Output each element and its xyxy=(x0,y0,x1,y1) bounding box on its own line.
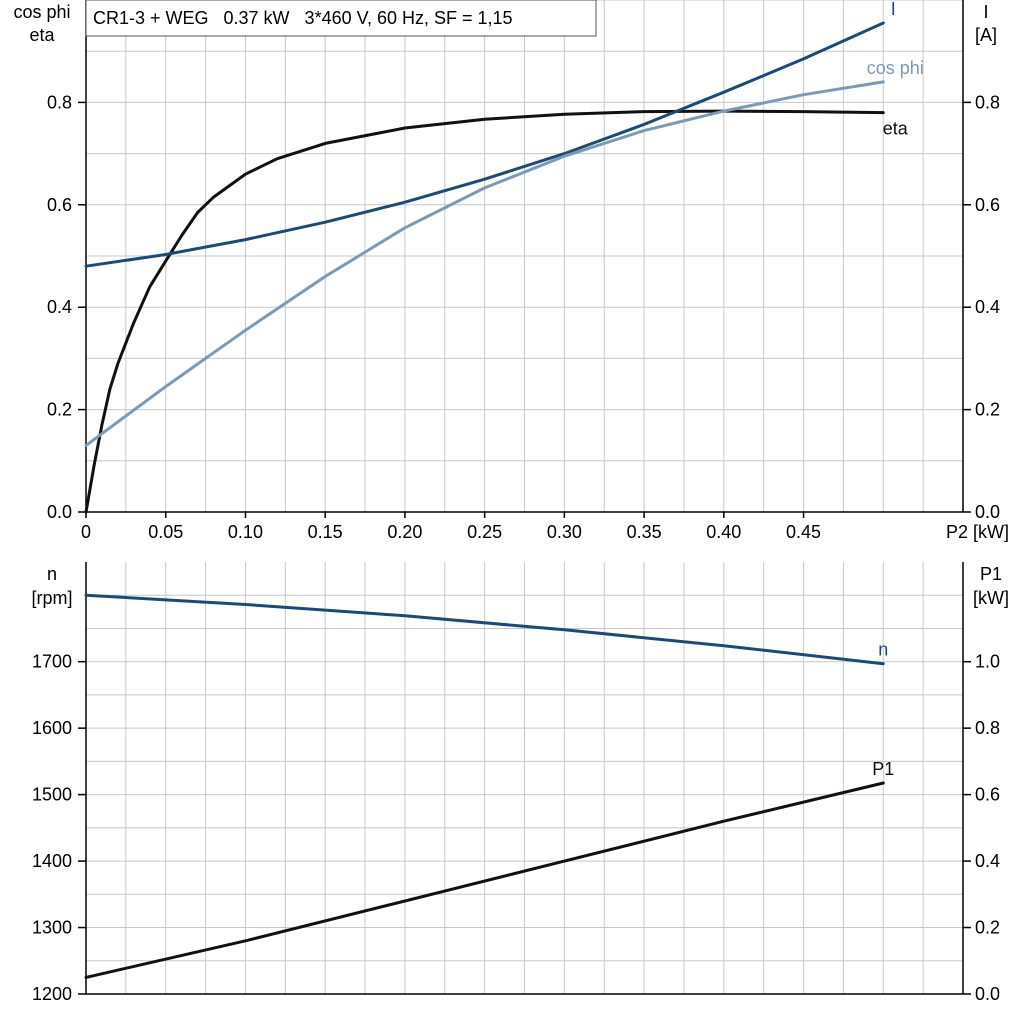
y-axis-label-left-line2: eta xyxy=(29,25,55,45)
y-tick-label-right: 0.2 xyxy=(975,918,1000,938)
x-tick-label: 0.35 xyxy=(627,522,662,542)
y-axis-label-right-line2: [A] xyxy=(975,25,997,45)
y-tick-label-left: 0.4 xyxy=(47,297,72,317)
y-axis-label-right-line1: P1 xyxy=(980,564,1002,584)
y-tick-label-left: 1600 xyxy=(32,718,72,738)
y-tick-label-left: 1700 xyxy=(32,652,72,672)
y-tick-label-right: 0.0 xyxy=(975,502,1000,522)
series-label-n: n xyxy=(878,640,888,660)
y-tick-label-right: 0.4 xyxy=(975,297,1000,317)
x-tick-label: 0.05 xyxy=(148,522,183,542)
series-line-i xyxy=(84,21,885,268)
y-tick-label-right: 1.0 xyxy=(975,652,1000,672)
series-label-P1: P1 xyxy=(872,759,894,779)
title-box: CR1-3 + WEG 0.37 kW 3*460 V, 60 Hz, SF =… xyxy=(85,0,597,37)
y-tick-label-left: 0.0 xyxy=(47,502,72,522)
top-chart-panel: 0 0.05 0.10 0.15 0.20 0.25 0.30 0.35 0.40 0.45 P2 … xyxy=(13,0,1009,542)
y-tick-label-right: 0.8 xyxy=(975,92,1000,112)
y-tick-label-right: 0.8 xyxy=(975,718,1000,738)
y-axis-label-right-line1: I xyxy=(983,2,988,22)
series-line-cos-phi xyxy=(84,80,885,447)
y-tick-label-left: 0.8 xyxy=(47,92,72,112)
y-tick-label-left: 1300 xyxy=(32,918,72,938)
series-label-eta: eta xyxy=(883,119,909,139)
y-tick-label-right: 0.4 xyxy=(975,851,1000,871)
y-axis-label-left-line2: [rpm] xyxy=(31,588,72,608)
x-tick-label: 0.10 xyxy=(228,522,263,542)
x-tick-label: 0.45 xyxy=(786,522,821,542)
x-axis-label: P2 [kW] xyxy=(946,522,1009,542)
y-axis-label-right-line2: [kW] xyxy=(973,588,1009,608)
y-tick-label-left: 1200 xyxy=(32,984,72,1004)
y-tick-label-right: 0.0 xyxy=(975,984,1000,1004)
y-tick-label-left: 0.6 xyxy=(47,195,72,215)
bottom-chart-panel: 1200 1300 1400 1500 1600 1700 0.0 0.2 0.4 0.6 0.8 1… xyxy=(31,562,1009,1004)
chart-title: CR1-3 + WEG 0.37 kW 3*460 V, 60 Hz, SF =… xyxy=(93,8,513,28)
x-tick-label: 0 xyxy=(81,522,91,542)
y-axis-label-left-line1: cos phi xyxy=(13,2,70,22)
y-tick-label-right: 0.6 xyxy=(975,195,1000,215)
x-tick-label: 0.25 xyxy=(467,522,502,542)
x-tick-label: 0.15 xyxy=(308,522,343,542)
series-label-cos-phi: cos phi xyxy=(867,58,924,78)
y-tick-label-left: 1400 xyxy=(32,851,72,871)
x-tick-label: 0.20 xyxy=(387,522,422,542)
x-tick-label: 0.40 xyxy=(706,522,741,542)
x-tick-label: 0.30 xyxy=(547,522,582,542)
y-axis-label-left-line1: n xyxy=(47,564,57,584)
series-label-I: I xyxy=(891,0,896,19)
y-tick-label-right: 0.2 xyxy=(975,400,1000,420)
y-tick-label-left: 0.2 xyxy=(47,400,72,420)
series-line-p1 xyxy=(84,781,885,979)
y-tick-label-right: 0.6 xyxy=(975,785,1000,805)
series-line-n xyxy=(84,593,885,666)
y-tick-label-left: 1500 xyxy=(32,785,72,805)
series-line-eta xyxy=(84,109,885,514)
